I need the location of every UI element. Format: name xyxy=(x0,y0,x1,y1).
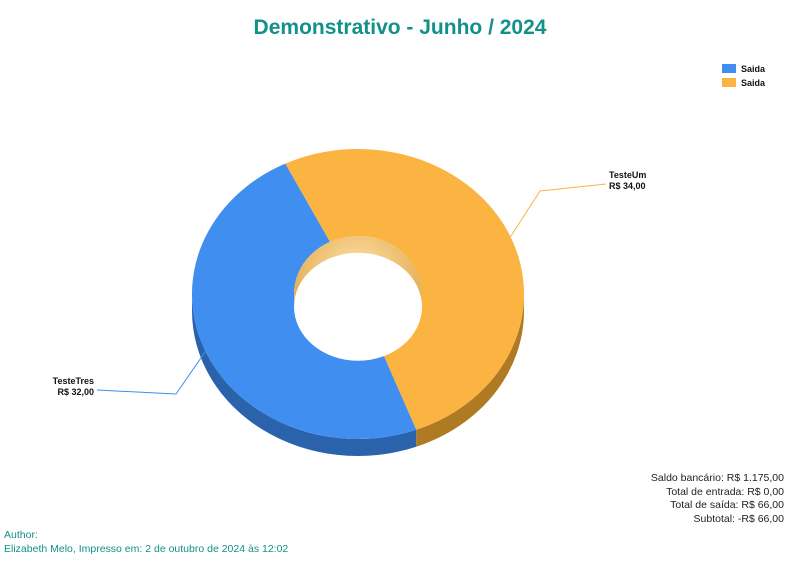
summary-panel: Saldo bancário: R$ 1.175,00 Total de ent… xyxy=(651,472,784,526)
summary-total-income: Total de entrada: R$ 0,00 xyxy=(666,485,784,498)
donut-hole xyxy=(294,252,422,361)
legend-label: Saida xyxy=(741,77,766,88)
legend-swatch xyxy=(722,64,736,73)
footer: Author: Elizabeth Melo, Impresso em: 2 d… xyxy=(4,528,288,556)
author-label: Author: xyxy=(4,529,38,541)
chart-title: Demonstrativo - Junho / 2024 xyxy=(253,16,547,39)
legend-item[interactable]: Saida xyxy=(722,76,765,89)
legend: Saida Saida xyxy=(722,62,765,90)
slice-label-testetres: TesteTres xyxy=(53,376,94,386)
summary-bank-balance: Saldo bancário: R$ 1.175,00 xyxy=(650,472,784,484)
print-info: Elizabeth Melo, Impresso em: 2 de outubr… xyxy=(4,543,289,555)
summary-subtotal: Subtotal: -R$ 66,00 xyxy=(693,512,784,525)
slice-side-testetres xyxy=(192,294,417,456)
slice-testetres[interactable] xyxy=(192,163,417,439)
legend-label: Saida xyxy=(741,63,766,74)
slice-testeum[interactable] xyxy=(285,148,525,430)
slice-value-label-testetres: R$ 32,00 xyxy=(57,387,94,397)
legend-item[interactable]: Saida xyxy=(722,62,765,75)
slice-label-testeum: TesteUm xyxy=(609,170,646,180)
summary-total-expense: Total de saída: R$ 66,00 xyxy=(670,499,784,511)
leader-line-testetres xyxy=(96,351,206,395)
leader-line-testeum xyxy=(510,183,607,237)
legend-swatch xyxy=(722,78,736,87)
slice-value-label-testeum: R$ 34,00 xyxy=(609,181,646,191)
slice-side-testeum xyxy=(416,294,524,447)
